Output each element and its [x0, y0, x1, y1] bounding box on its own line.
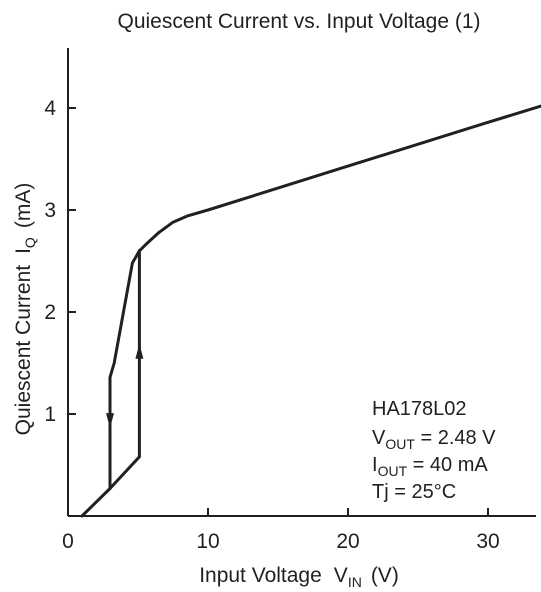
- y-tick-label: 3: [44, 199, 56, 222]
- series-line-2: [108, 249, 141, 490]
- vout-label: VOUT = 2.48 V: [372, 427, 496, 452]
- arrowhead-down: [106, 413, 114, 429]
- y-tick-label: 1: [44, 403, 56, 426]
- y-tick-label: 4: [44, 97, 56, 120]
- ticks: 1 2 3 4 0 10 20 30: [44, 97, 499, 553]
- y-tick-label: 2: [44, 301, 56, 324]
- x-axis-title: Input Voltage VIN (V): [199, 564, 399, 590]
- x-tick-label: 10: [196, 530, 219, 553]
- conditions-annotation: HA178L02 VOUT = 2.48 V IOUT = 40 mA Tj =…: [372, 398, 496, 503]
- x-tick-label: 30: [476, 530, 499, 553]
- iout-label: IOUT = 40 mA: [372, 454, 488, 479]
- y-axis-title: Quiescent CurrentIQ(mA): [12, 183, 38, 436]
- chart-title: Quiescent Current vs. Input Voltage (1): [117, 10, 480, 33]
- tj-label: Tj = 25°C: [372, 481, 456, 503]
- series-line-1: [80, 104, 541, 518]
- x-tick-label: 0: [62, 530, 74, 553]
- x-tick-label: 20: [336, 530, 359, 553]
- axes: [67, 48, 536, 517]
- arrows: [106, 343, 144, 429]
- device-label: HA178L02: [372, 398, 467, 420]
- arrowhead-up: [135, 343, 144, 359]
